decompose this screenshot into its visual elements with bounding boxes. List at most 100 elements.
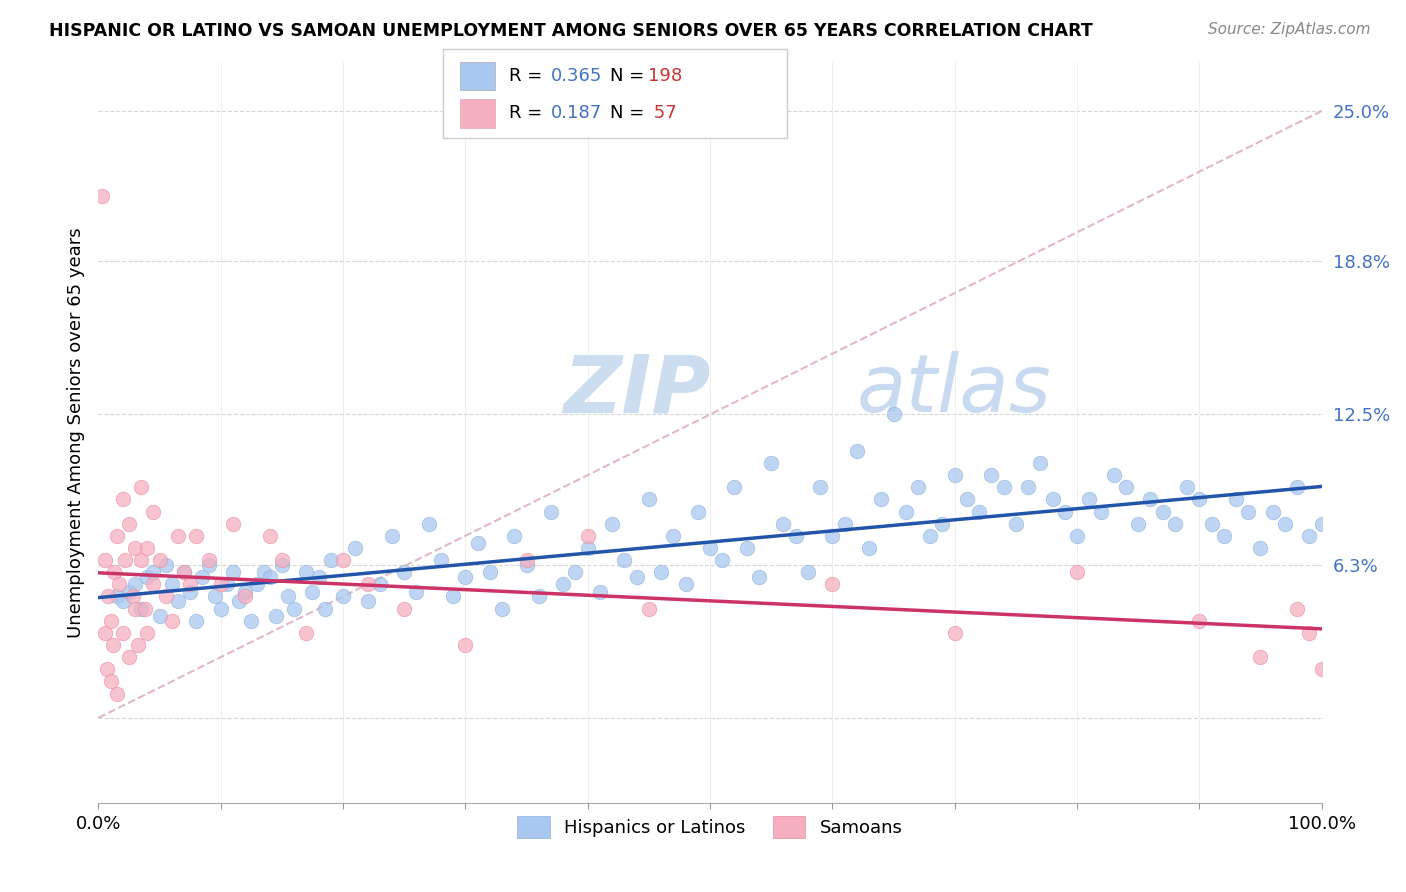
Point bbox=[149, 608, 172, 623]
Point bbox=[858, 541, 880, 555]
Text: 198: 198 bbox=[648, 67, 682, 85]
Legend: Hispanics or Latinos, Samoans: Hispanics or Latinos, Samoans bbox=[510, 809, 910, 846]
Point bbox=[637, 601, 661, 615]
Point bbox=[1090, 504, 1112, 518]
Point bbox=[553, 577, 575, 591]
Point bbox=[516, 553, 538, 567]
Point bbox=[197, 558, 219, 572]
Point bbox=[870, 492, 893, 507]
Point bbox=[516, 558, 538, 572]
Point bbox=[319, 553, 342, 567]
Point bbox=[155, 590, 177, 604]
Point bbox=[1298, 626, 1320, 640]
Point bbox=[118, 516, 141, 531]
Point bbox=[142, 565, 165, 579]
Point bbox=[124, 541, 146, 555]
Point bbox=[356, 594, 378, 608]
Point bbox=[894, 504, 917, 518]
Point bbox=[186, 614, 208, 628]
Point bbox=[392, 601, 416, 615]
Point bbox=[1164, 516, 1187, 531]
Point bbox=[356, 577, 378, 591]
Point bbox=[613, 553, 636, 567]
Point bbox=[173, 565, 195, 579]
Point bbox=[1225, 492, 1247, 507]
Point bbox=[540, 504, 562, 518]
Text: N =: N = bbox=[610, 104, 650, 122]
Point bbox=[1066, 529, 1088, 543]
Point bbox=[96, 662, 118, 676]
Point bbox=[124, 601, 146, 615]
Point bbox=[430, 553, 453, 567]
Point bbox=[167, 594, 190, 608]
Point bbox=[209, 577, 232, 591]
Point bbox=[155, 558, 177, 572]
Point bbox=[93, 553, 115, 567]
Point bbox=[215, 577, 238, 591]
Text: R =: R = bbox=[509, 67, 548, 85]
Point bbox=[142, 577, 165, 591]
Point bbox=[735, 541, 758, 555]
Point bbox=[186, 529, 208, 543]
Point bbox=[626, 570, 648, 584]
Point bbox=[160, 577, 183, 591]
Point bbox=[1201, 516, 1223, 531]
Point bbox=[1286, 601, 1309, 615]
Point bbox=[295, 626, 318, 640]
Point bbox=[883, 408, 905, 422]
Point bbox=[1029, 456, 1052, 470]
Point bbox=[675, 577, 697, 591]
Point bbox=[980, 468, 1002, 483]
Text: HISPANIC OR LATINO VS SAMOAN UNEMPLOYMENT AMONG SENIORS OVER 65 YEARS CORRELATIO: HISPANIC OR LATINO VS SAMOAN UNEMPLOYMEN… bbox=[49, 22, 1092, 40]
Point bbox=[222, 516, 245, 531]
Point bbox=[100, 674, 122, 689]
Point bbox=[105, 687, 128, 701]
Y-axis label: Unemployment Among Seniors over 65 years: Unemployment Among Seniors over 65 years bbox=[66, 227, 84, 638]
Point bbox=[179, 577, 201, 591]
Point bbox=[314, 601, 336, 615]
Point bbox=[101, 638, 124, 652]
Point bbox=[197, 553, 219, 567]
Point bbox=[368, 577, 391, 591]
Point bbox=[1004, 516, 1026, 531]
Text: ZIP: ZIP bbox=[564, 351, 710, 429]
Point bbox=[142, 504, 165, 518]
Point bbox=[118, 584, 141, 599]
Point bbox=[111, 594, 134, 608]
Point bbox=[441, 590, 464, 604]
Point bbox=[127, 638, 149, 652]
Point bbox=[1188, 492, 1211, 507]
Point bbox=[295, 565, 318, 579]
Point bbox=[134, 601, 156, 615]
Point bbox=[1078, 492, 1101, 507]
Point bbox=[454, 638, 477, 652]
Point bbox=[259, 570, 281, 584]
Point bbox=[1152, 504, 1174, 518]
Point bbox=[111, 626, 134, 640]
Point bbox=[1115, 480, 1137, 494]
Point bbox=[662, 529, 685, 543]
Point bbox=[344, 541, 367, 555]
Text: 0.365: 0.365 bbox=[551, 67, 603, 85]
Point bbox=[103, 565, 125, 579]
Point bbox=[204, 590, 226, 604]
Point bbox=[576, 529, 599, 543]
Point bbox=[637, 492, 661, 507]
Point bbox=[686, 504, 709, 518]
Point bbox=[308, 570, 330, 584]
Point bbox=[1250, 650, 1272, 665]
Point bbox=[111, 492, 134, 507]
Point bbox=[527, 590, 550, 604]
Point bbox=[797, 565, 820, 579]
Point bbox=[1286, 480, 1309, 494]
Point bbox=[228, 594, 250, 608]
Point bbox=[589, 584, 612, 599]
Point bbox=[1298, 529, 1320, 543]
Point bbox=[1250, 541, 1272, 555]
Point bbox=[1274, 516, 1296, 531]
Point bbox=[167, 529, 190, 543]
Point bbox=[149, 553, 172, 567]
Point bbox=[1128, 516, 1150, 531]
Point bbox=[283, 601, 305, 615]
Point bbox=[1042, 492, 1064, 507]
